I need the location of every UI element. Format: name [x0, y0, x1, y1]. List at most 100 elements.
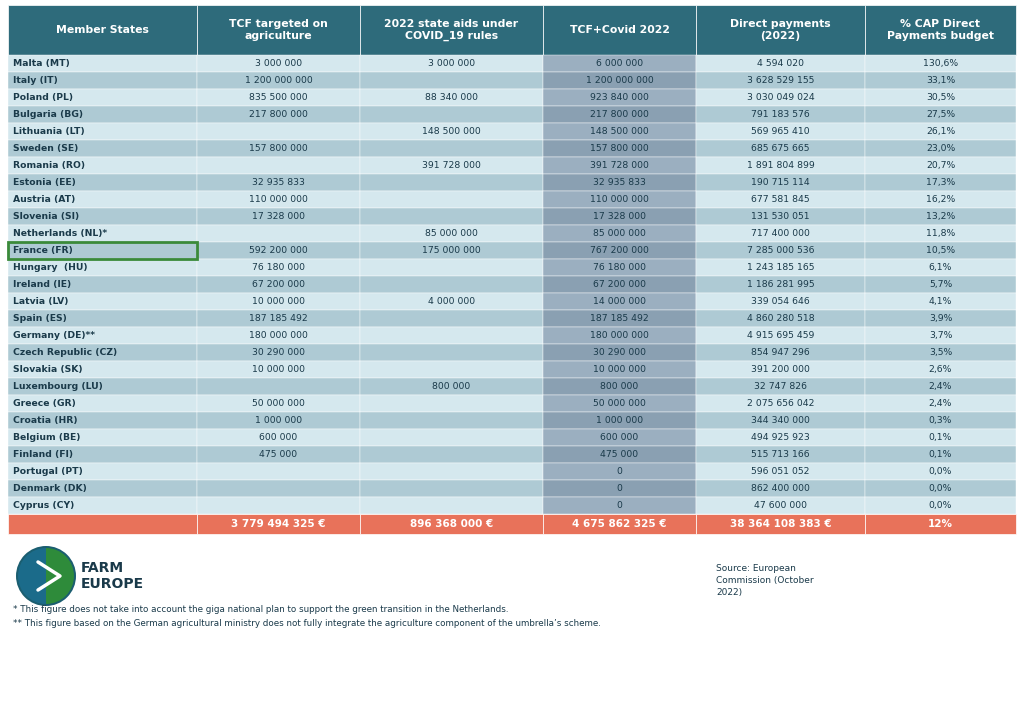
Bar — [696, 106, 865, 123]
Text: Belgium (BE): Belgium (BE) — [13, 433, 80, 442]
Bar — [197, 276, 360, 293]
Text: 85 000 000: 85 000 000 — [593, 229, 646, 238]
Text: 85 000 000: 85 000 000 — [425, 229, 478, 238]
Bar — [197, 412, 360, 429]
Text: 854 947 296: 854 947 296 — [752, 348, 810, 357]
Text: 33,1%: 33,1% — [926, 76, 955, 85]
Bar — [865, 5, 1016, 55]
Bar — [696, 480, 865, 497]
Text: Portugal (PT): Portugal (PT) — [13, 467, 83, 476]
Bar — [8, 429, 197, 446]
Bar — [696, 276, 865, 293]
Text: Cyprus (CY): Cyprus (CY) — [13, 501, 75, 510]
Bar — [8, 89, 197, 106]
Bar — [543, 446, 696, 463]
Bar — [197, 55, 360, 72]
Text: Czech Republic (CZ): Czech Republic (CZ) — [13, 348, 117, 357]
Bar — [543, 276, 696, 293]
Text: 148 500 000: 148 500 000 — [590, 127, 649, 136]
Text: 685 675 665: 685 675 665 — [752, 144, 810, 153]
Text: 10 000 000: 10 000 000 — [252, 297, 305, 306]
Text: 67 200 000: 67 200 000 — [593, 280, 646, 289]
Text: 32 747 826: 32 747 826 — [754, 382, 807, 391]
Bar — [197, 497, 360, 514]
Bar — [543, 72, 696, 89]
Bar — [8, 327, 197, 344]
Text: 2,4%: 2,4% — [929, 382, 952, 391]
Bar — [8, 344, 197, 361]
Text: Netherlands (NL)*: Netherlands (NL)* — [13, 229, 108, 238]
Bar — [8, 463, 197, 480]
Bar — [8, 5, 197, 55]
Bar — [360, 174, 543, 191]
Bar — [360, 429, 543, 446]
Bar — [360, 5, 543, 55]
Text: % CAP Direct
Payments budget: % CAP Direct Payments budget — [887, 19, 994, 41]
Text: 180 000 000: 180 000 000 — [249, 331, 308, 340]
Text: 5,7%: 5,7% — [929, 280, 952, 289]
Text: 13,2%: 13,2% — [926, 212, 955, 221]
Text: Poland (PL): Poland (PL) — [13, 93, 73, 102]
Text: 0,3%: 0,3% — [929, 416, 952, 425]
Text: 16,2%: 16,2% — [926, 195, 955, 204]
Text: Finland (FI): Finland (FI) — [13, 450, 73, 459]
Text: 475 000: 475 000 — [600, 450, 639, 459]
Bar — [543, 378, 696, 395]
Bar — [8, 293, 197, 310]
Bar — [696, 361, 865, 378]
Bar — [8, 514, 197, 534]
Bar — [865, 412, 1016, 429]
Bar — [696, 157, 865, 174]
Text: 0: 0 — [616, 501, 623, 510]
Bar — [360, 361, 543, 378]
Bar — [696, 72, 865, 89]
Text: 767 200 000: 767 200 000 — [590, 246, 649, 255]
Bar — [8, 123, 197, 140]
Bar — [197, 5, 360, 55]
Text: 12%: 12% — [928, 519, 953, 529]
Text: 17 328 000: 17 328 000 — [593, 212, 646, 221]
Text: 923 840 000: 923 840 000 — [590, 93, 649, 102]
Bar — [197, 395, 360, 412]
Bar — [696, 446, 865, 463]
Bar — [360, 514, 543, 534]
Text: 344 340 000: 344 340 000 — [751, 416, 810, 425]
Text: 569 965 410: 569 965 410 — [752, 127, 810, 136]
Text: 76 180 000: 76 180 000 — [593, 263, 646, 272]
Text: 4 675 862 325 €: 4 675 862 325 € — [572, 519, 667, 529]
Bar — [8, 446, 197, 463]
Bar — [197, 242, 360, 259]
Bar — [8, 174, 197, 191]
Bar — [696, 55, 865, 72]
Text: 339 054 646: 339 054 646 — [752, 297, 810, 306]
Bar — [8, 72, 197, 89]
Bar — [865, 361, 1016, 378]
Text: Croatia (HR): Croatia (HR) — [13, 416, 78, 425]
Bar — [865, 242, 1016, 259]
Text: 1 243 185 165: 1 243 185 165 — [746, 263, 814, 272]
Bar — [865, 157, 1016, 174]
Bar — [197, 446, 360, 463]
Bar — [696, 429, 865, 446]
Bar — [8, 395, 197, 412]
Text: 515 713 166: 515 713 166 — [752, 450, 810, 459]
Bar — [543, 89, 696, 106]
Text: 187 185 492: 187 185 492 — [590, 314, 649, 323]
Bar — [696, 463, 865, 480]
Text: 190 715 114: 190 715 114 — [752, 178, 810, 187]
Bar — [360, 344, 543, 361]
Bar — [696, 412, 865, 429]
Text: 3 000 000: 3 000 000 — [428, 59, 475, 68]
Bar — [865, 480, 1016, 497]
Text: 180 000 000: 180 000 000 — [590, 331, 649, 340]
Bar — [360, 55, 543, 72]
Text: France (FR): France (FR) — [13, 246, 73, 255]
Text: 17,3%: 17,3% — [926, 178, 955, 187]
Text: 76 180 000: 76 180 000 — [252, 263, 305, 272]
Bar — [543, 106, 696, 123]
Bar — [197, 514, 360, 534]
Text: Member States: Member States — [56, 25, 148, 35]
Bar — [360, 72, 543, 89]
Text: 67 200 000: 67 200 000 — [252, 280, 305, 289]
Bar — [865, 514, 1016, 534]
